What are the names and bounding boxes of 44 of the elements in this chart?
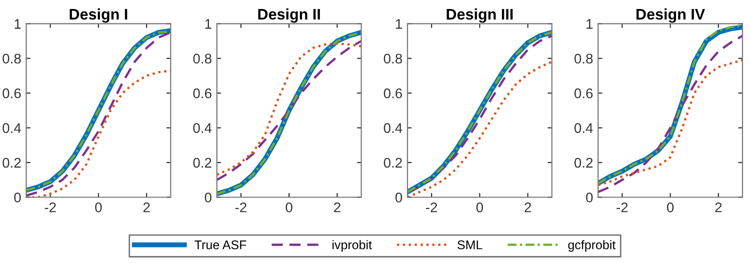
x-tick-label: -2 <box>426 202 438 212</box>
x-tick-label: 2 <box>334 202 340 212</box>
y-tick-label: 0.6 <box>574 88 593 98</box>
y-tick-label: 0.4 <box>193 123 212 133</box>
x-tick-label: 2 <box>715 202 722 212</box>
chart-title: Design III <box>446 8 513 23</box>
x-tick-label: -2 <box>44 202 56 212</box>
y-tick-label: 0 <box>204 192 212 202</box>
legend-label: SML <box>458 240 482 250</box>
y-tick-label: 0.4 <box>384 123 402 133</box>
x-tick-label: 0 <box>286 202 292 212</box>
y-tick-label: 0.8 <box>384 54 402 64</box>
chart-title: Design II <box>258 8 320 23</box>
y-tick-label: 0.2 <box>384 158 402 168</box>
x-tick-label: -2 <box>616 202 628 212</box>
y-tick-label: 0.8 <box>2 54 21 64</box>
chart-title: Design IV <box>636 8 705 23</box>
y-tick-label: 0.6 <box>2 88 21 98</box>
y-tick-label: 1 <box>586 19 593 29</box>
x-tick-label: 2 <box>524 202 531 212</box>
x-tick-label: 0 <box>95 202 102 212</box>
y-tick-label: 0 <box>395 192 402 202</box>
y-tick-label: 1 <box>396 19 402 29</box>
legend-label: gcfprobit <box>568 240 616 252</box>
y-tick-label: 0.8 <box>193 54 212 64</box>
x-tick-label: 0 <box>476 202 483 212</box>
y-tick-label: 1 <box>205 19 212 29</box>
y-tick-label: 0.6 <box>193 88 212 98</box>
y-tick-label: 1 <box>14 19 21 29</box>
y-tick-label: 0.6 <box>384 88 402 98</box>
x-tick-label: -2 <box>235 202 246 212</box>
x-tick-label: 2 <box>143 202 150 212</box>
y-tick-label: 0.2 <box>574 158 593 168</box>
x-tick-label: 0 <box>666 202 674 212</box>
y-tick-label: 0.2 <box>193 158 212 168</box>
legend-label: True ASF <box>194 240 246 250</box>
y-tick-label: 0.4 <box>574 123 593 133</box>
chart-title: Design I <box>70 8 128 23</box>
y-tick-label: 0.2 <box>2 158 21 168</box>
y-tick-label: 0 <box>14 192 21 202</box>
y-tick-label: 0.4 <box>2 123 21 133</box>
y-tick-label: 0 <box>586 192 593 202</box>
y-tick-label: 0.8 <box>574 54 593 64</box>
legend-label: ivprobit <box>332 240 372 252</box>
